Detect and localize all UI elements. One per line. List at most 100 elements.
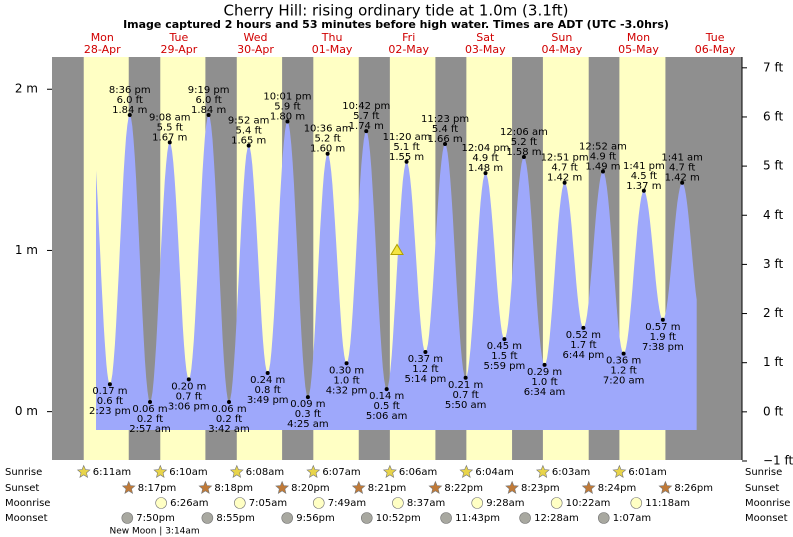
- y2-tick-label: 4 ft: [763, 208, 783, 222]
- sunrise-time: 6:03am: [552, 467, 590, 478]
- day-name: Fri: [402, 31, 415, 44]
- tide-label: 1.84 m: [112, 105, 147, 116]
- tide-label: 5.4 ft: [432, 124, 458, 135]
- moonset-icon: [519, 512, 531, 524]
- tide-label: 1.2 ft: [610, 366, 636, 377]
- row-label: Moonrise: [5, 498, 50, 509]
- tide-point: [562, 180, 567, 185]
- day-name: Mon: [627, 31, 650, 44]
- tide-point: [660, 317, 665, 322]
- tide-label: 3:06 pm: [168, 401, 210, 412]
- tide-point: [285, 119, 290, 124]
- tide-label: 0.29 m: [527, 367, 562, 378]
- tide-point: [127, 113, 132, 118]
- day-date: 28-Apr: [84, 43, 121, 56]
- tide-point: [344, 361, 349, 366]
- y2-tick-label: 3 ft: [763, 257, 783, 271]
- moon-phase: New Moon | 3:14am: [109, 527, 199, 537]
- tide-label: 0.7 ft: [452, 390, 478, 401]
- sunrise-time: 6:04am: [475, 467, 513, 478]
- tide-label: 12:06 am: [500, 127, 548, 138]
- sunrise-time: 6:10am: [169, 467, 207, 478]
- tide-label: 2:23 pm: [89, 406, 131, 417]
- tide-point: [364, 129, 369, 134]
- tide-label: 0.36 m: [606, 356, 641, 367]
- tide-label: 0.8 ft: [255, 385, 281, 396]
- row-label-right: Moonset: [745, 513, 788, 524]
- tide-label: 7:38 pm: [642, 342, 684, 353]
- y2-tick-label: 5 ft: [763, 159, 783, 173]
- tide-label: 6:34 am: [524, 387, 566, 398]
- moonrise-icon: [550, 497, 563, 509]
- sunrise-icon: [306, 464, 321, 478]
- day-date: 05-May: [618, 43, 659, 56]
- y2-tick-label: 7 ft: [763, 60, 783, 74]
- tide-point: [404, 159, 409, 164]
- sunset-icon: [121, 480, 136, 494]
- tide-label: 4.9 ft: [590, 151, 616, 162]
- day-name: Mon: [91, 31, 114, 44]
- day-name: Wed: [244, 31, 268, 44]
- sunrise-icon: [153, 464, 168, 478]
- tide-label: 0.45 m: [487, 341, 522, 352]
- sunset-icon: [351, 480, 366, 494]
- moonset-icon: [360, 512, 373, 524]
- day-date: 03-May: [465, 43, 506, 56]
- tide-label: 9:08 am: [149, 112, 191, 123]
- tide-label: 9:52 am: [228, 116, 270, 127]
- y-tick-label: 1 m: [15, 243, 38, 257]
- tide-label: 1.5 ft: [491, 351, 517, 362]
- day-date: 06-May: [695, 43, 736, 56]
- tide-point: [621, 351, 626, 356]
- sunrise-time: 6:07am: [322, 467, 360, 478]
- tide-label: 1.0 ft: [531, 377, 557, 388]
- tide-label: 4.5 ft: [631, 171, 657, 182]
- tide-label: 1.66 m: [427, 134, 462, 145]
- tide-label: 0.57 m: [645, 322, 680, 333]
- moonrise-icon: [392, 497, 404, 509]
- tide-point: [384, 387, 389, 392]
- moonset-time: 12:28am: [534, 513, 579, 524]
- sunrise-time: 6:11am: [93, 467, 131, 478]
- tide-label: 0.09 m: [290, 399, 325, 410]
- tide-label: 0.30 m: [329, 365, 364, 376]
- tide-label: 6.0 ft: [117, 95, 143, 106]
- moonset-time: 11:43pm: [455, 513, 500, 524]
- tide-label: 10:36 am: [304, 124, 352, 135]
- moonrise-time: 10:22am: [566, 498, 611, 509]
- sunset-time: 8:26pm: [674, 483, 713, 494]
- tide-label: 5:14 pm: [405, 374, 447, 385]
- tide-label: 0.21 m: [448, 380, 483, 391]
- moonrise-time: 9:28am: [486, 498, 524, 509]
- tide-label: 1.84 m: [191, 105, 226, 116]
- sunrise-time: 6:08am: [246, 467, 284, 478]
- row-label-right: Sunrise: [745, 467, 782, 478]
- tide-label: 9:19 pm: [188, 85, 230, 96]
- tide-label: 0.17 m: [92, 386, 127, 397]
- tide-label: 12:51 pm: [541, 153, 589, 164]
- tide-label: 1.2 ft: [412, 364, 438, 375]
- day-date: 02-May: [388, 43, 429, 56]
- day-name: Thu: [321, 31, 343, 44]
- tide-point: [600, 169, 605, 174]
- tide-point: [167, 140, 172, 145]
- moonset-icon: [597, 512, 610, 524]
- tide-label: 10:01 pm: [263, 91, 311, 102]
- tide-point: [502, 337, 507, 342]
- sunrise-icon: [535, 464, 550, 478]
- tide-label: 1.60 m: [310, 144, 345, 155]
- tide-label: 0.6 ft: [97, 396, 123, 407]
- tide-point: [463, 375, 468, 380]
- tide-label: 4.7 ft: [669, 163, 695, 174]
- y2-tick-label: 6 ft: [763, 109, 783, 123]
- sunset-icon: [198, 480, 213, 494]
- tide-point: [641, 188, 646, 193]
- tide-area: [96, 115, 697, 430]
- tide-label: 5:06 am: [366, 411, 408, 422]
- tide-label: 11:20 am: [383, 132, 431, 143]
- tide-label: 0.3 ft: [295, 409, 321, 420]
- sunrise-time: 6:01am: [628, 467, 666, 478]
- y2-tick-label: 2 ft: [763, 306, 783, 320]
- tide-label: 8:36 pm: [109, 85, 151, 96]
